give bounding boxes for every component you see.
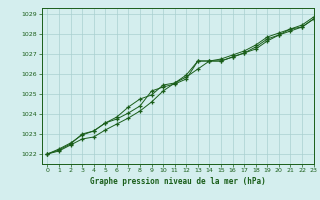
X-axis label: Graphe pression niveau de la mer (hPa): Graphe pression niveau de la mer (hPa)	[90, 177, 266, 186]
